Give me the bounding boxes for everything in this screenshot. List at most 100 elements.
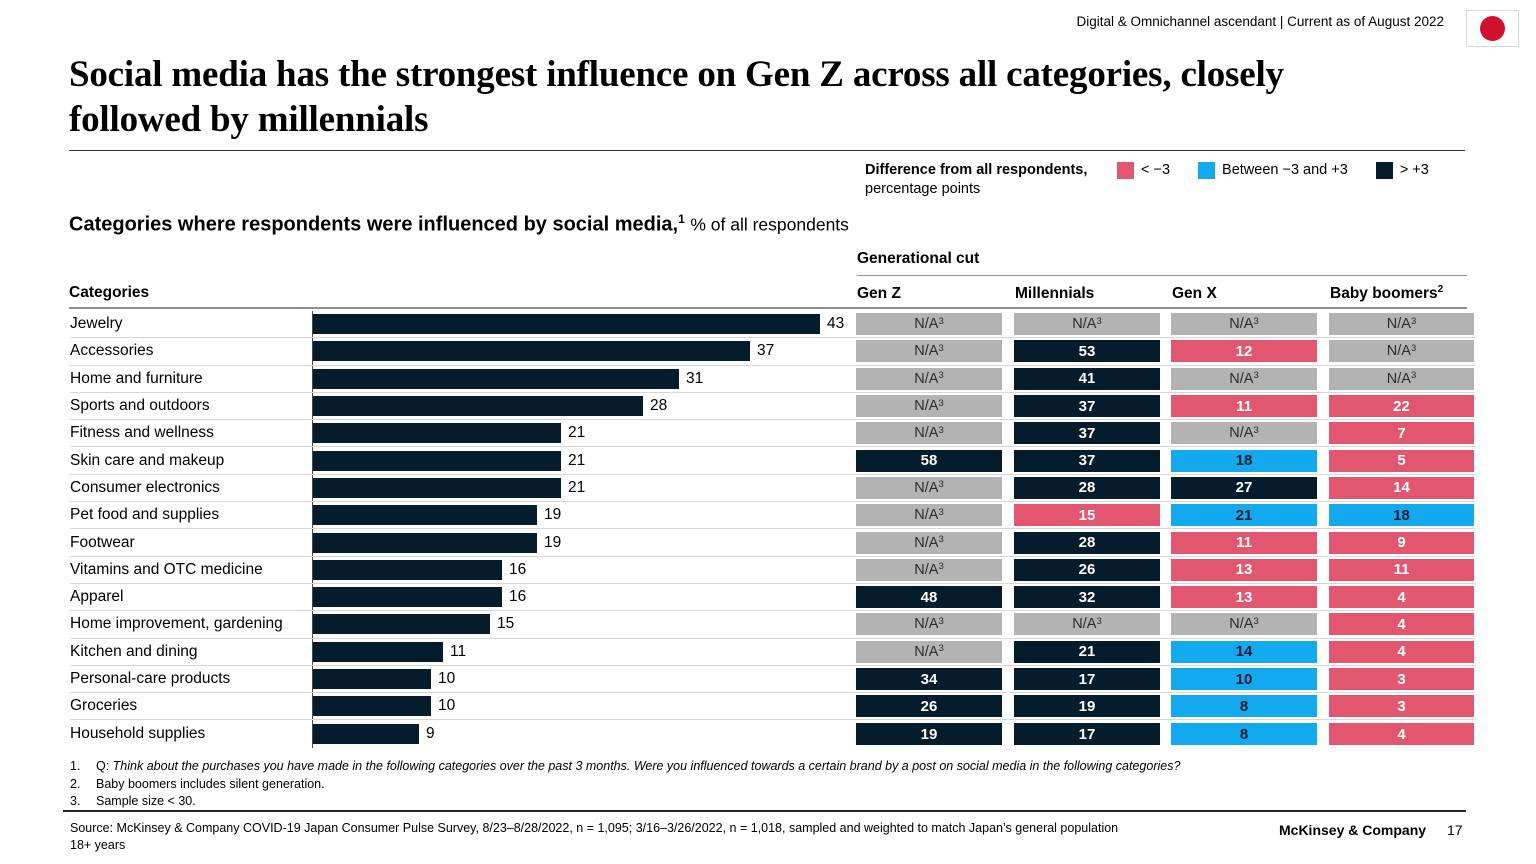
category-label: Kitchen and dining <box>70 642 198 660</box>
japan-flag-icon <box>1466 10 1519 47</box>
table-row: Vitamins and OTC medicine 16 N/A 3 26 13 … <box>70 557 1475 584</box>
cell: 26 <box>1014 558 1160 581</box>
bar-wrap: 11 <box>313 641 467 662</box>
cell: N/A 3 <box>856 313 1002 336</box>
cell: 5 <box>1329 449 1474 472</box>
bar-value-label: 10 <box>438 670 456 687</box>
legend: Difference from all respondents, percent… <box>865 161 1429 199</box>
cell: N/A 3 <box>856 558 1002 581</box>
categories-header: Categories <box>69 284 150 301</box>
cell: 14 <box>1171 640 1317 663</box>
bar-wrap: 28 <box>313 396 667 417</box>
bar-value-label: 11 <box>450 642 467 660</box>
table-row: Fitness and wellness 21 N/A 3 37 N/A 3 7 <box>70 420 1475 448</box>
category-label: Household supplies <box>70 725 206 743</box>
category-label: Home improvement, gardening <box>70 615 283 633</box>
bar-value-label: 21 <box>568 451 586 469</box>
cell: N/A 3 <box>1171 367 1317 390</box>
bar-value-label: 19 <box>544 506 562 524</box>
table-row: Accessories 37 N/A 3 53 12 N/A 3 <box>70 338 1475 366</box>
title-divider <box>69 150 1465 151</box>
cell: 21 <box>1171 504 1317 527</box>
bar-value-label: 43 <box>827 315 845 333</box>
cell: 15 <box>1014 504 1160 527</box>
table-row: Pet food and supplies 19 N/A 3 15 21 18 <box>70 502 1475 530</box>
legend-swatch-above <box>1375 162 1393 179</box>
category-label: Accessories <box>70 342 154 360</box>
cell: 58 <box>856 449 1002 472</box>
bar <box>313 368 679 389</box>
bar-wrap: 10 <box>313 696 455 717</box>
cell: 14 <box>1329 476 1474 499</box>
mckinsey-logo-text: McKinsey & Company <box>1279 822 1427 838</box>
cell: N/A 3 <box>856 613 1002 636</box>
cell: 3 <box>1329 695 1474 718</box>
bar-wrap: 21 <box>313 477 585 498</box>
cell: N/A 3 <box>1171 422 1317 445</box>
bar-value-label: 16 <box>509 560 527 578</box>
category-label: Fitness and wellness <box>70 424 214 442</box>
bar-value-label: 37 <box>757 342 775 360</box>
japan-flag-circle <box>1480 16 1505 41</box>
cell: N/A 3 <box>1014 613 1160 636</box>
cell: 28 <box>1014 531 1160 554</box>
bar-wrap: 19 <box>313 505 562 526</box>
column-header-millennials: Millennials <box>1015 285 1095 303</box>
cell: 21 <box>1014 640 1160 663</box>
bar <box>313 341 750 362</box>
cell: 19 <box>856 723 1002 746</box>
cell: 8 <box>1171 695 1317 718</box>
bar <box>313 614 490 635</box>
bar-wrap: 16 <box>313 559 527 580</box>
cell: 7 <box>1329 422 1474 445</box>
cell: 53 <box>1014 340 1160 363</box>
category-label: Jewelry <box>70 315 123 333</box>
footnote-2: 2. Baby boomers includes silent generati… <box>70 776 325 791</box>
footnotes: 1. Q: Think about the purchases you have… <box>70 758 1180 811</box>
cell: 13 <box>1171 558 1317 581</box>
cell: 11 <box>1171 395 1317 418</box>
cell: 11 <box>1329 558 1474 581</box>
bar <box>313 396 643 417</box>
cell: 13 <box>1171 586 1317 609</box>
bar <box>313 641 443 662</box>
cell: 28 <box>1014 476 1160 499</box>
bar-wrap: 37 <box>313 341 775 362</box>
cell: 8 <box>1171 723 1317 746</box>
bar <box>313 450 561 471</box>
bar <box>313 505 537 526</box>
table-row: Sports and outdoors 28 N/A 3 37 11 22 <box>70 393 1475 421</box>
category-label: Consumer electronics <box>70 478 220 496</box>
cell: N/A 3 <box>856 531 1002 554</box>
cell: 32 <box>1014 586 1160 609</box>
bar <box>313 477 561 498</box>
legend-label: Between −3 and +3 <box>1222 162 1348 178</box>
table-row: Kitchen and dining 11 N/A 3 21 14 4 <box>70 639 1475 666</box>
category-label: Groceries <box>70 697 138 715</box>
cell: N/A 3 <box>1329 367 1474 390</box>
bar-value-label: 9 <box>426 725 435 743</box>
cell: 4 <box>1329 640 1474 663</box>
cell: 10 <box>1171 668 1317 690</box>
rows-body: Jewelry 43 N/A 3 N/A 3 N/A 3 N/A 3 Accessori… <box>70 311 1475 748</box>
cell: 41 <box>1014 367 1160 390</box>
table-row: Skin care and makeup 21 58 37 18 5 <box>70 447 1475 475</box>
table-row: Personal-care products 10 34 17 10 3 <box>70 666 1475 694</box>
bar-value-label: 16 <box>509 588 527 606</box>
cell: N/A 3 <box>1014 313 1160 336</box>
category-label: Skin care and makeup <box>70 451 225 469</box>
footnote-1: 1. Q: Think about the purchases you have… <box>70 759 1181 773</box>
cell: 4 <box>1329 586 1474 609</box>
bar-wrap: 21 <box>313 423 585 444</box>
cell: 4 <box>1329 723 1474 746</box>
legend-item-above: > +3 <box>1375 162 1429 179</box>
bar-wrap: 16 <box>313 587 527 608</box>
table-row: Jewelry 43 N/A 3 N/A 3 N/A 3 N/A 3 <box>70 311 1475 339</box>
cell: N/A 3 <box>856 476 1002 499</box>
cell: 48 <box>856 586 1002 609</box>
bar-wrap: 19 <box>313 532 562 553</box>
table-row: Home improvement, gardening 15 N/A 3 N/A 3… <box>70 611 1475 639</box>
bar-value-label: 19 <box>544 533 562 551</box>
table-row: Apparel 16 48 32 13 4 <box>70 584 1475 612</box>
